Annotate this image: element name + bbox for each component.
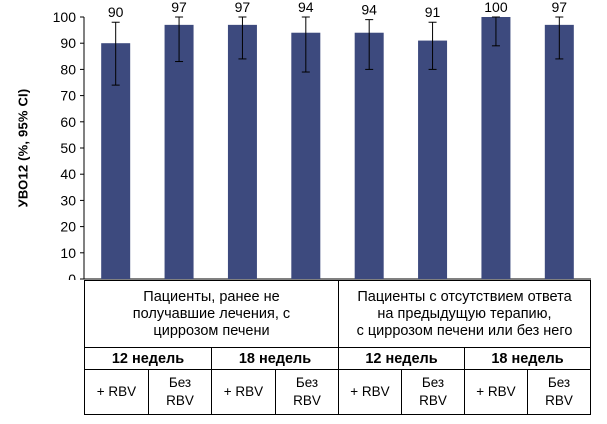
y-tick-label: 80 <box>60 61 76 77</box>
treatment-cell: + RBV <box>84 369 149 415</box>
duration-cell: 18 недель <box>464 347 591 370</box>
duration-cell: 18 недель <box>211 347 339 370</box>
group-line: Пациенты, ранее не <box>143 288 280 305</box>
treatment-line: + RBV <box>96 384 137 399</box>
bar <box>291 32 321 279</box>
treatment-cell: + RBV <box>338 369 402 415</box>
treatment-line: RBV <box>293 393 321 408</box>
y-tick-label: 30 <box>60 192 76 208</box>
y-tick-label: 70 <box>60 88 76 104</box>
group-cell-treatment-naive: Пациенты, ранее не получавшие лечения, с… <box>84 280 339 348</box>
treatment-line: RBV <box>419 393 447 408</box>
treatment-cell: Без RBV <box>401 369 465 415</box>
y-tick-label: 90 <box>60 35 76 51</box>
data-label: 100 <box>484 0 508 15</box>
treatment-line: + RBV <box>223 384 264 399</box>
treatment-cell: Без RBV <box>148 369 212 415</box>
treatment-line: RBV <box>545 393 573 408</box>
data-label: 94 <box>361 2 377 18</box>
y-tick-label: 10 <box>60 245 76 261</box>
category-table: Пациенты, ранее не получавшие лечения, с… <box>84 280 591 415</box>
group-line: получавшие лечения, с <box>132 305 291 322</box>
group-line: циррозом печени <box>153 322 270 339</box>
treatment-row: + RBV Без RBV + RBV Без RBV + RBV Без RBV +… <box>84 369 591 415</box>
bar <box>354 32 384 279</box>
treatment-cell: + RBV <box>464 369 528 415</box>
treatment-line: Без <box>168 375 192 390</box>
treatment-line: Без <box>421 375 445 390</box>
group-row: Пациенты, ранее не получавшие лечения, с… <box>84 280 591 348</box>
treatment-cell: + RBV <box>211 369 276 415</box>
data-label: 97 <box>171 0 187 15</box>
bar <box>418 40 448 279</box>
group-cell-non-responders: Пациенты с отсутствием ответа на предыду… <box>338 280 591 348</box>
treatment-line: RBV <box>166 393 194 408</box>
y-tick-label: 0 <box>68 271 76 280</box>
treatment-line: Без <box>295 375 319 390</box>
treatment-line: Без <box>547 375 571 390</box>
duration-cell: 12 недель <box>338 347 465 370</box>
data-label: 97 <box>552 0 568 15</box>
y-tick-label: 50 <box>60 140 76 156</box>
y-tick-label: 40 <box>60 166 76 182</box>
data-label: 97 <box>235 0 251 15</box>
bar <box>481 17 511 279</box>
y-tick-label: 60 <box>60 114 76 130</box>
duration-cell: 12 недель <box>84 347 212 370</box>
treatment-line: + RBV <box>350 384 390 399</box>
bar <box>227 24 257 279</box>
treatment-cell: Без RBV <box>275 369 339 415</box>
data-label: 90 <box>108 4 124 20</box>
y-tick-label: 100 <box>53 9 77 25</box>
bar <box>164 24 194 279</box>
y-tick-label: 20 <box>60 219 76 235</box>
y-axis-label: УВО12 (%, 95% CI) <box>15 88 31 208</box>
data-label: 94 <box>298 0 314 15</box>
group-line: Пациенты с отсутствием ответа <box>357 288 572 305</box>
group-line: на предыдущую терапию, <box>377 305 552 322</box>
duration-row: 12 недель 18 недель 12 недель 18 недель <box>84 347 591 370</box>
chart-plot: 0 10 20 30 40 50 60 70 80 90 100 90 97 97 94 94 91 100 97 <box>53 0 591 280</box>
treatment-cell: Без RBV <box>527 369 591 415</box>
treatment-line: + RBV <box>476 384 516 399</box>
bar <box>544 24 574 279</box>
group-line: с циррозом печени или без него <box>356 322 573 339</box>
data-label: 91 <box>425 4 441 20</box>
